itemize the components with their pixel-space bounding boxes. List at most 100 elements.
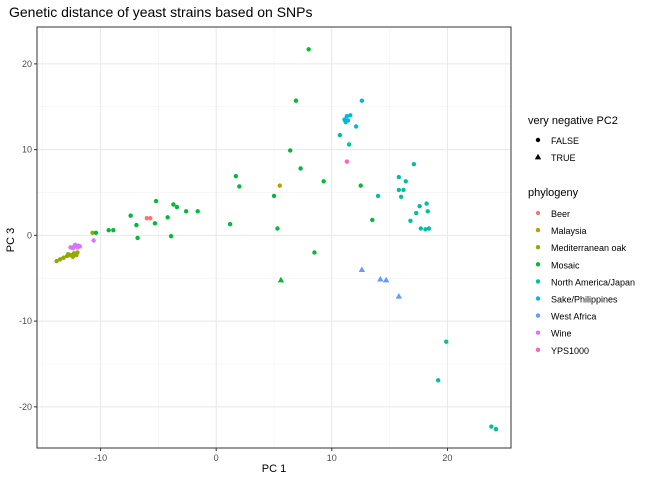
x-axis-label: PC 1 — [262, 463, 286, 475]
data-point-north-america-japan — [337, 132, 343, 138]
data-point-wine — [70, 246, 76, 251]
panel-border — [36, 26, 512, 449]
legend-label: Sake/Philippines — [551, 295, 618, 305]
data-point-mosaic — [153, 198, 159, 204]
x-tick-label: -10 — [94, 453, 107, 463]
data-point-mosaic — [293, 98, 299, 103]
data-point-mosaic — [312, 250, 317, 255]
data-point-mosaic — [135, 235, 140, 241]
color-legend-title: phylogeny — [528, 187, 579, 199]
legend-key-true — [534, 153, 542, 160]
legend-label: Wine — [551, 329, 572, 339]
data-point-mosaic — [128, 213, 133, 218]
x-tick-label: 20 — [442, 453, 452, 463]
data-point-north-america-japan — [418, 226, 424, 231]
data-point-north-america-japan — [435, 378, 441, 383]
legend-key-yps1000 — [535, 347, 541, 352]
data-point-north-america-japan — [396, 187, 402, 193]
legend-key-mediterranean-oak — [535, 245, 541, 250]
data-point-mosaic — [298, 166, 303, 171]
data-point-mediterranean-oak — [70, 254, 76, 259]
data-point-sake-philippines — [353, 124, 359, 129]
data-point-sake-philippines — [348, 113, 353, 118]
y-tick-label: 20 — [22, 59, 32, 69]
data-point-yps1000 — [344, 159, 350, 164]
data-point-beer — [144, 216, 150, 221]
data-point-mediterranean-oak — [54, 258, 59, 264]
plot-panel — [36, 26, 512, 449]
legend-key-wine — [535, 330, 541, 335]
data-point-mosaic — [111, 228, 116, 233]
x-tick-label: 0 — [214, 453, 219, 463]
data-point-north-america-japan — [424, 201, 429, 206]
data-point-mosaic — [271, 193, 277, 199]
data-point-west-africa — [358, 266, 366, 273]
data-point-north-america-japan — [398, 194, 404, 199]
data-point-north-america-japan — [401, 187, 406, 193]
legend-key-west-africa — [535, 313, 541, 318]
y-tick-label: -20 — [19, 402, 32, 412]
data-point-mosaic — [277, 276, 285, 283]
legend-label: West Africa — [551, 312, 596, 322]
legend-label: Mediterranean oak — [551, 243, 627, 253]
data-point-wine — [72, 242, 78, 247]
x-axis: -10 0 10 20 — [94, 448, 452, 463]
x-tick-label: 10 — [327, 453, 337, 463]
legend-label: TRUE — [551, 153, 576, 163]
data-point-mosaic — [168, 234, 174, 239]
data-point-mosaic — [287, 148, 293, 153]
data-point-north-america-japan — [396, 174, 402, 180]
data-point-mediterranean-oak — [57, 257, 63, 262]
legend-key-mosaic — [535, 262, 541, 267]
data-point-wine — [77, 244, 82, 249]
data-point-mosaic — [195, 209, 200, 214]
shape-legend: FALSE TRUE — [534, 136, 579, 163]
legend-label: Malaysia — [551, 226, 587, 236]
data-point-north-america-japan — [423, 227, 428, 232]
data-point-malaysia — [277, 183, 282, 188]
legend-key-beer — [535, 210, 541, 216]
data-point-mosaic — [152, 221, 158, 226]
data-point-west-africa — [377, 275, 384, 282]
data-point-north-america-japan — [375, 193, 381, 199]
data-point-mosaic — [183, 209, 189, 214]
data-point-mosaic — [321, 179, 326, 184]
data-point-mosaic — [171, 202, 176, 207]
legend-label: YPS1000 — [551, 346, 589, 356]
data-point-mosaic — [93, 230, 99, 235]
legend-key-sake-philippines — [535, 296, 541, 301]
data-point-mediterranean-oak — [74, 252, 79, 258]
legend-label: FALSE — [551, 136, 579, 146]
data-point-wine — [91, 238, 96, 243]
data-point-beer — [148, 216, 153, 221]
legend-label: Beer — [551, 209, 570, 219]
y-axis-label: PC 3 — [5, 228, 17, 252]
data-point-sake-philippines — [344, 113, 350, 119]
data-point-mosaic — [275, 226, 280, 231]
data-point-north-america-japan — [426, 226, 432, 231]
data-point-mosaic — [227, 222, 233, 227]
color-legend: Beer Malaysia Mediterranean oak Mosaic North… — [535, 209, 635, 356]
legend-label: North America/Japan — [551, 277, 635, 287]
data-point-north-america-japan — [346, 142, 352, 147]
legend-key-malaysia — [535, 227, 541, 233]
data-point-west-africa — [382, 276, 390, 283]
data-point-sake-philippines — [345, 118, 351, 123]
legend: very negative PC2 FALSE TRUE phylogeny Be… — [528, 115, 635, 356]
data-point-north-america-japan — [417, 204, 422, 209]
data-point-mosaic — [233, 173, 239, 179]
y-tick-label: 10 — [22, 145, 32, 155]
data-points — [54, 47, 499, 432]
y-axis: -20 -10 0 10 20 — [19, 59, 37, 412]
data-point-west-africa — [395, 293, 403, 299]
data-point-north-america-japan — [414, 210, 419, 216]
chart-title: Genetic distance of yeast strains based … — [9, 4, 313, 20]
data-point-mosaic — [370, 217, 375, 223]
data-point-north-america-japan — [403, 179, 408, 184]
legend-label: Mosaic — [551, 260, 580, 270]
data-point-mediterranean-oak — [61, 255, 66, 260]
data-point-north-america-japan — [489, 424, 494, 429]
data-point-mosaic — [165, 215, 170, 220]
data-point-mosaic — [174, 204, 180, 210]
data-point-north-america-japan — [411, 161, 417, 167]
